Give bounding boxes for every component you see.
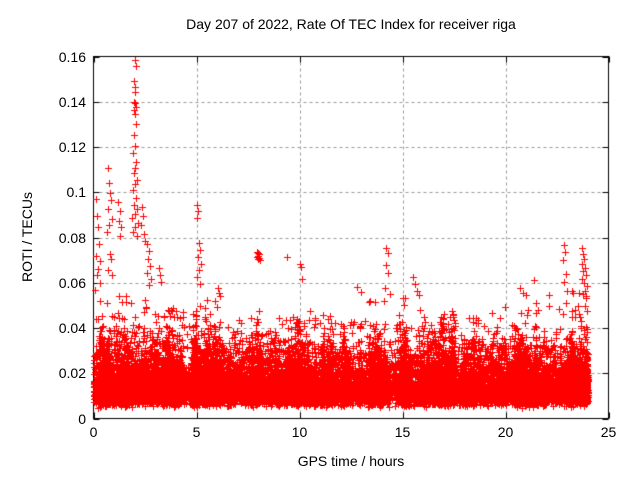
- y-tick-label: 0.12: [58, 139, 86, 155]
- x-tick-label: 0: [89, 424, 98, 440]
- y-tick-label: 0.06: [58, 274, 86, 291]
- y-tick-label: 0.04: [58, 320, 86, 336]
- x-axis-label: GPS time / hours: [297, 453, 405, 469]
- x-tick-label: 10: [291, 424, 308, 440]
- y-tick-label: 0.1: [66, 184, 86, 201]
- y-tick-label: 0: [78, 410, 86, 427]
- x-tick-label: 20: [497, 424, 514, 440]
- x-tick-label: 25: [600, 424, 617, 440]
- chart-title: Day 207 of 2022, Rate Of TEC Index for r…: [186, 16, 516, 32]
- y-tick-label: 0.14: [58, 93, 86, 110]
- x-tick-label: 15: [394, 424, 411, 440]
- y-tick-label: 0.16: [58, 48, 86, 65]
- x-tick-label: 5: [192, 424, 201, 440]
- y-tick-label: 0.08: [58, 229, 86, 246]
- y-tick-label: 0.02: [58, 365, 86, 382]
